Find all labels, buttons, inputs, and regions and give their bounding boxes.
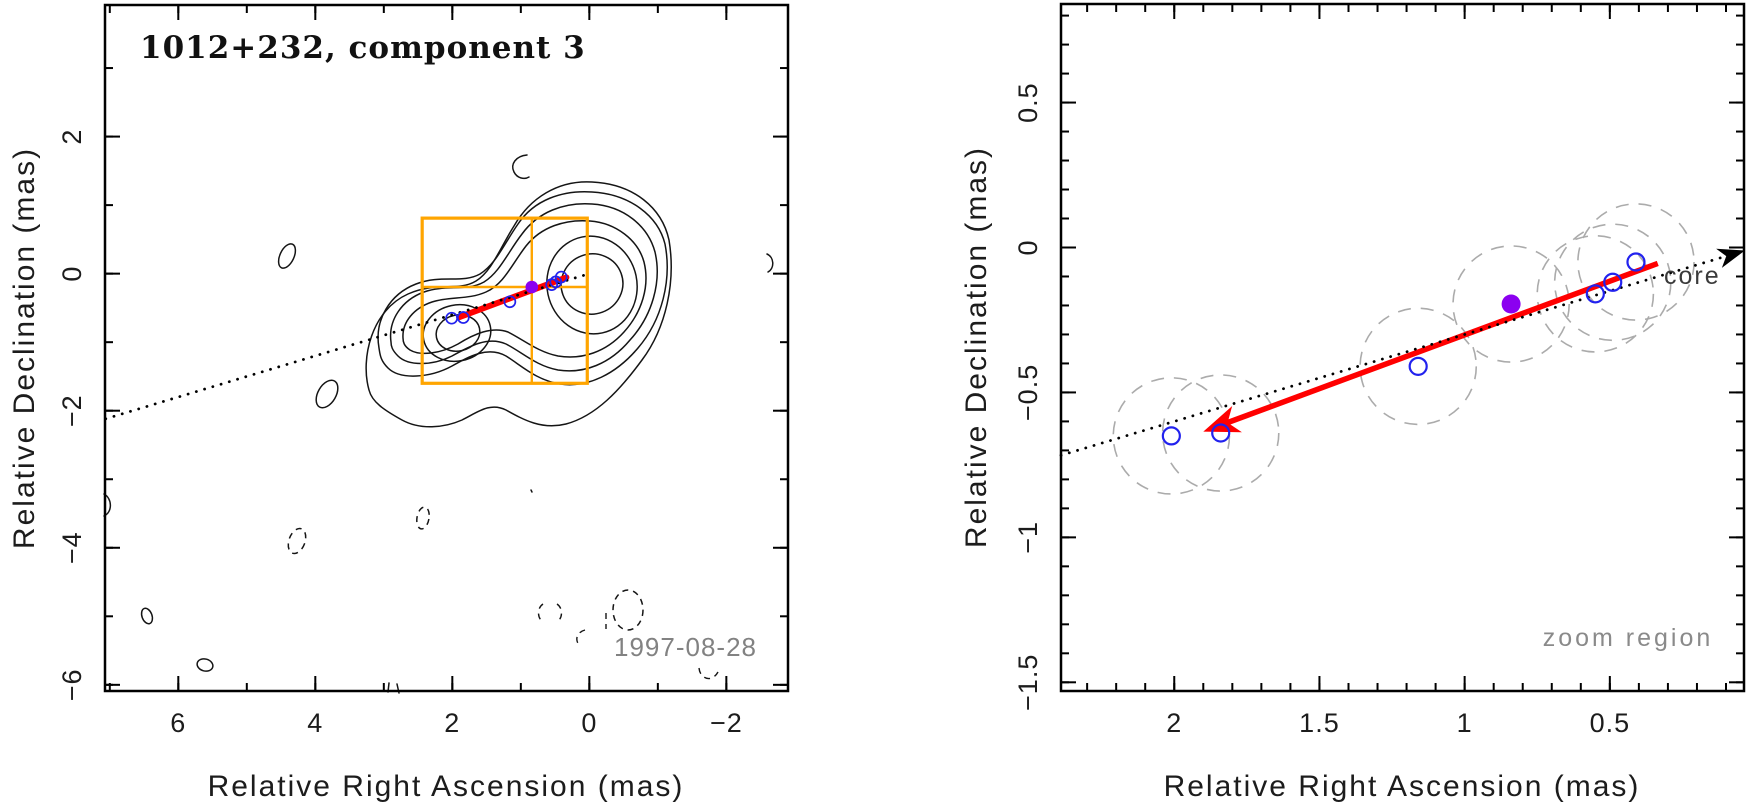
negative-contour [612, 589, 644, 631]
y-tick-label: −0.5 [1013, 364, 1043, 421]
y-tick-label: −1 [1013, 521, 1043, 554]
negative-contour [576, 629, 586, 647]
uncertainty-circle [1536, 234, 1655, 353]
left-yaxis-title: Relative Declination (mas) [8, 147, 41, 549]
zoom-region-label: zoom region [1543, 624, 1714, 652]
uncertainty-circle [1577, 203, 1695, 321]
left-overlays [104, 216, 591, 421]
x-tick-label: 1.5 [1299, 708, 1340, 738]
component-marker [456, 311, 470, 324]
x-tick-label: 1 [1457, 708, 1473, 738]
contour-level [546, 235, 638, 335]
right-xaxis-title: Relative Right Ascension (mas) [1164, 770, 1641, 803]
left-xaxis-title: Relative Right Ascension (mas) [208, 770, 685, 803]
contour-level [512, 154, 530, 180]
uncertainty-circle [1553, 223, 1672, 342]
y-tick-label: 0.5 [1013, 82, 1043, 123]
contour-level [766, 253, 774, 273]
right-axes-frame: 2 1.5 1 0.5 0.5 0 −0.5 −1 −1.5 [1013, 2, 1746, 738]
uncertainty-circle [1161, 374, 1280, 492]
negative-contour [537, 603, 544, 623]
x-tick-label: 2 [1166, 708, 1182, 738]
x-tick-label: 0.5 [1590, 708, 1631, 738]
y-tick-label: −4 [57, 531, 87, 564]
x-tick-label: 2 [444, 708, 460, 738]
negative-contour [556, 603, 563, 623]
y-tick-label: −2 [57, 394, 87, 427]
y-tick-label: 0 [1013, 239, 1043, 255]
contour-level [140, 607, 154, 625]
contour-level [402, 219, 647, 358]
mean-position-marker [1501, 294, 1521, 314]
y-tick-label: −6 [57, 668, 87, 701]
contour-level [530, 489, 533, 493]
plot-frame [1059, 2, 1746, 693]
motion-arrowhead [1203, 405, 1242, 433]
contour-level [196, 658, 214, 672]
core-arrowhead [1716, 248, 1745, 268]
jet-direction-dotted-line [1059, 252, 1737, 457]
right-overlays [1059, 248, 1745, 457]
x-tick-label: −2 [710, 708, 743, 738]
uncertainty-circle [1359, 307, 1478, 426]
component-marker [1603, 272, 1623, 292]
y-tick-label: 2 [57, 129, 87, 145]
negative-contour [416, 506, 430, 530]
component-marker [1161, 426, 1181, 446]
component-marker [1626, 252, 1646, 272]
motion-vector [1224, 260, 1659, 426]
negative-contour [287, 527, 307, 555]
left-axes-frame: 6 4 2 0 −2 2 0 −2 −4 −6 [57, 3, 790, 738]
contour-level [560, 253, 624, 315]
right-yaxis-title: Relative Declination (mas) [960, 146, 993, 548]
x-tick-label: 4 [307, 708, 323, 738]
contour-level [389, 203, 658, 372]
component-marker [1408, 356, 1428, 376]
contour-level [315, 379, 339, 409]
contour-level [377, 191, 668, 386]
uncertainty-circle [1452, 245, 1570, 363]
core-label: core [1664, 262, 1721, 290]
x-tick-label: 6 [170, 708, 186, 738]
contour-level [277, 243, 297, 269]
component-marker [503, 295, 517, 309]
mean-position-marker [525, 280, 539, 294]
right-uncertainty-circles [1112, 203, 1695, 495]
y-tick-label: −1.5 [1013, 654, 1043, 711]
negative-contour [698, 667, 719, 680]
y-tick-label: 0 [57, 266, 87, 282]
component-marker [1211, 423, 1231, 443]
component-marker [1585, 284, 1605, 304]
zoom-region-box [420, 216, 589, 385]
left-contour-map [103, 154, 774, 694]
component-marker [554, 270, 568, 284]
x-tick-label: 0 [581, 708, 597, 738]
left-panel-title: 1012+232, component 3 [140, 30, 586, 66]
plot-frame [103, 3, 790, 693]
jet-direction-dotted-line [104, 272, 591, 421]
epoch-label: 1997-08-28 [614, 632, 757, 662]
